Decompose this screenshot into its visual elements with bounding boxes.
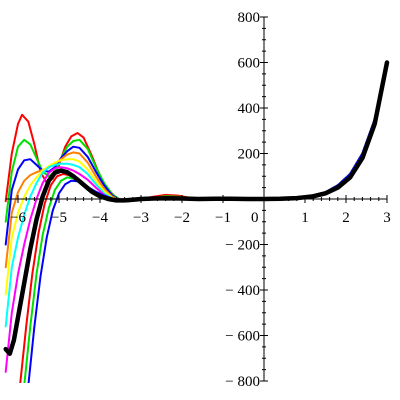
- y-tick-label: 600: [238, 56, 261, 72]
- origin-label: 0: [251, 210, 259, 226]
- x-tick-label: −5: [51, 210, 67, 226]
- x-tick-label: −4: [92, 210, 108, 226]
- x-tick-label: 1: [301, 210, 309, 226]
- x-tick-label: −1: [215, 210, 231, 226]
- x-tick-label: −3: [133, 210, 149, 226]
- series-line-8: [19, 61, 388, 383]
- series-line-5: [4, 61, 388, 296]
- x-tick-label: −6: [10, 210, 26, 226]
- tick-labels-layer: 0 −6 −5 −4 −3 −2 −1 1 2 3 800 600 400 200 − 200 − 400 −…: [10, 10, 391, 390]
- series-line-9: [23, 61, 388, 383]
- y-tick-label: 800: [238, 10, 261, 26]
- y-tick-label: − 600: [225, 329, 260, 345]
- y-tick-label: − 400: [225, 283, 260, 299]
- series-line-10: [27, 61, 388, 383]
- series-line-4: [4, 61, 388, 269]
- series-line-main: [3, 60, 390, 356]
- ticks-layer: [17, 16, 388, 382]
- y-tick-label: − 800: [225, 374, 260, 390]
- x-tick-label: 2: [342, 210, 350, 226]
- series-line-6: [4, 61, 388, 328]
- x-tick-label: −2: [174, 210, 190, 226]
- axes-layer: [5, 17, 387, 381]
- y-tick-label: 400: [238, 101, 261, 117]
- y-tick-label: 200: [238, 147, 261, 163]
- y-tick-label: − 200: [225, 238, 260, 254]
- x-tick-label: 3: [383, 210, 391, 226]
